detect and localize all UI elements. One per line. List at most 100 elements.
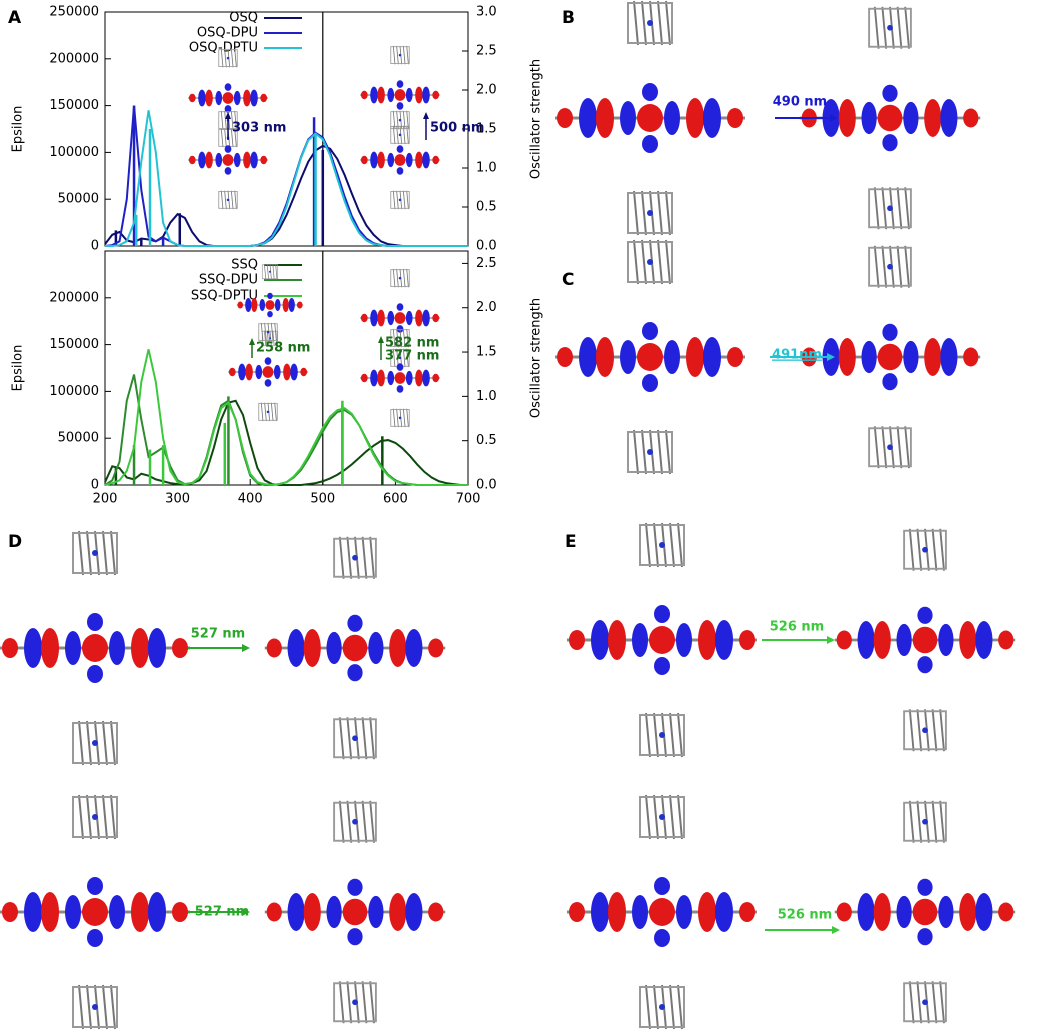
sub-bond: [896, 426, 903, 469]
sub-ring: [639, 714, 685, 756]
y-tick-label: 50000: [58, 192, 99, 207]
sub-bond: [939, 528, 945, 571]
y2-tick-label: 1.5: [476, 122, 497, 137]
orbital-lobe: [569, 630, 585, 650]
orbital-lobe: [265, 300, 275, 310]
atom: [398, 276, 402, 280]
orbital-lobe: [300, 367, 308, 377]
sub-bond: [402, 190, 406, 210]
transition-label: 490 nm: [773, 95, 827, 110]
sub-bond: [402, 348, 406, 368]
sub-bond: [369, 717, 375, 760]
sub-bond: [86, 530, 92, 576]
transition-label: 527 nm: [191, 627, 245, 642]
sub-bond: [665, 0, 671, 46]
orbital-lobe: [264, 379, 272, 387]
orbital-lobe: [428, 638, 444, 658]
sub-ring: [72, 796, 118, 838]
molecule: [360, 110, 440, 210]
arrow-head: [242, 644, 250, 652]
orbital-lobe: [41, 892, 59, 932]
orbital-lobe: [283, 363, 291, 381]
orbital-lobe: [2, 902, 18, 922]
transition-label: 527 nm: [195, 905, 249, 920]
orbital-lobe: [266, 638, 282, 658]
orbital-lobe: [877, 343, 903, 371]
atom: [398, 133, 402, 137]
orbital-lobe: [224, 83, 232, 91]
orbital-lobe: [377, 86, 385, 104]
orbital-lobe: [237, 301, 244, 309]
spectrum-line: [105, 110, 468, 247]
orbital-lobe: [917, 656, 933, 674]
y-tick-label: 200000: [49, 290, 99, 305]
sub-bond: [641, 0, 647, 46]
orbital-lobe: [87, 613, 103, 631]
sub-bond: [264, 322, 267, 342]
arrow-head: [827, 636, 835, 644]
orbital-lobe: [238, 363, 246, 381]
sub-bond: [102, 720, 108, 766]
sub-bond: [931, 981, 938, 1024]
orbital-lobe: [882, 323, 898, 341]
atom: [352, 999, 358, 1006]
orbital-lobe: [287, 629, 305, 667]
orbital-lobe: [405, 893, 423, 931]
sub-bond: [260, 402, 264, 422]
sub-bond: [274, 322, 277, 342]
orbital-lobe: [405, 370, 413, 386]
sub-bond: [406, 348, 409, 368]
orbital-lobe: [296, 301, 303, 309]
y-tick-label: 100000: [49, 145, 99, 160]
sub-ring: [627, 192, 673, 234]
atom: [352, 735, 358, 742]
sub-bond: [274, 402, 277, 422]
orbital-lobe: [198, 89, 206, 107]
orbital-lobe: [591, 620, 609, 660]
sub-bond: [653, 794, 659, 840]
molecule: [228, 322, 308, 422]
orbital-lobe: [342, 634, 368, 662]
orbital-lobe: [250, 89, 258, 107]
orbital-lobe: [917, 606, 933, 624]
orbital-lobe: [377, 369, 385, 387]
sub-bond: [881, 6, 888, 49]
orbital-lobe: [282, 298, 289, 312]
molecule: [0, 530, 190, 766]
sub-bond: [657, 429, 663, 475]
sub-ring: [868, 427, 912, 468]
sub-bond: [669, 984, 675, 1030]
orbital-lobe: [838, 99, 856, 137]
sub-bond: [677, 522, 683, 568]
sub-bond: [392, 348, 396, 368]
sub-bond: [396, 190, 399, 210]
atom: [887, 263, 893, 270]
sub-bond: [369, 536, 375, 579]
x-tick-label: 300: [165, 492, 190, 507]
orbital-lobe: [975, 893, 993, 931]
arrow-head: [832, 926, 840, 934]
orbital-lobe: [131, 628, 149, 668]
arrow-head: [827, 353, 835, 361]
sub-ring: [258, 403, 278, 421]
orbital-lobe: [642, 322, 658, 340]
atom: [922, 818, 928, 825]
y2-tick-label: 0.5: [476, 433, 497, 448]
annotation: 582 nm: [385, 336, 439, 351]
atom: [647, 259, 653, 265]
atom: [268, 270, 272, 273]
atom: [398, 118, 402, 122]
sub-bond: [873, 245, 880, 288]
sub-bond: [102, 794, 108, 840]
orbital-lobe: [215, 90, 223, 106]
sub-bond: [665, 429, 671, 475]
sub-bond: [110, 720, 116, 766]
orbital-lobe: [394, 312, 406, 324]
atom: [887, 444, 893, 451]
arrow-head: [249, 338, 255, 345]
atom: [922, 999, 928, 1006]
sub-bond: [361, 981, 368, 1024]
molecule: [555, 239, 745, 475]
sub-bond: [657, 239, 663, 285]
orbital-lobe: [912, 898, 938, 926]
